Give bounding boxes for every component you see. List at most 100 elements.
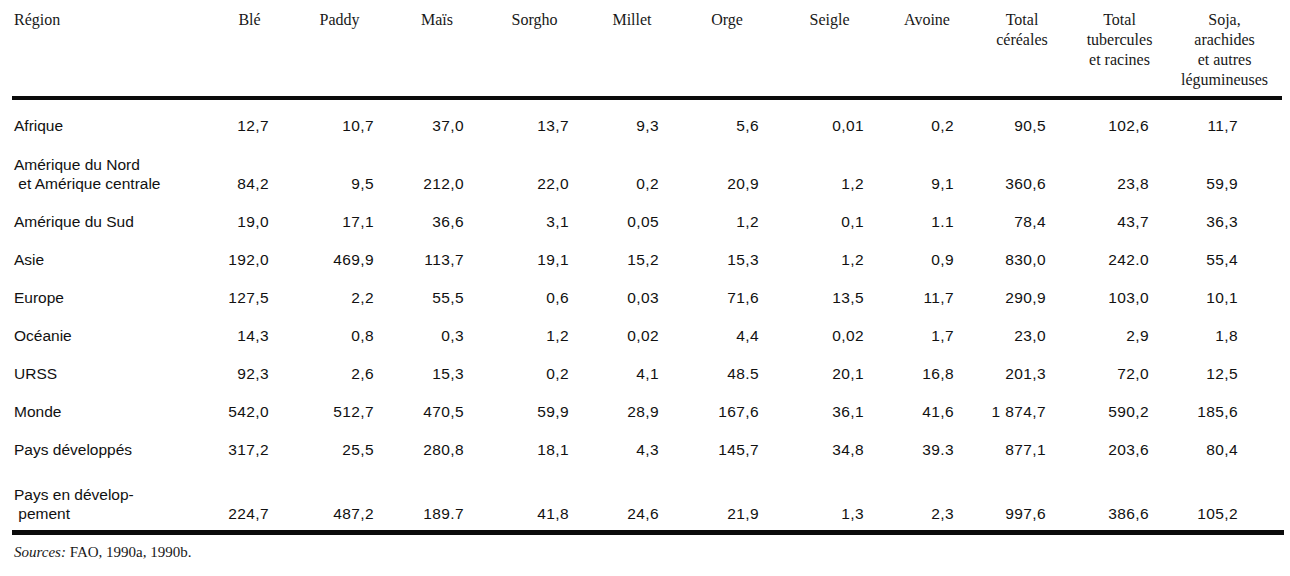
value-cell: 78,4	[972, 200, 1072, 238]
region-label: URSS	[12, 352, 212, 390]
value-cell: 189.7	[392, 466, 482, 530]
value-cell: 2,6	[287, 352, 392, 390]
region-label: Monde	[12, 390, 212, 428]
value-cell: 0,05	[587, 200, 677, 238]
table-row: Pays en dévelop- pement224,7487,2189.741…	[12, 466, 1282, 530]
value-cell: 12,5	[1167, 352, 1282, 390]
table-row: Pays développés317,225,5280,818,14,3145,…	[12, 428, 1282, 466]
value-cell: 0,6	[482, 276, 587, 314]
value-cell: 41,8	[482, 466, 587, 530]
table-row: Europe127,52,255,50,60,0371,613,511,7290…	[12, 276, 1282, 314]
value-cell: 212,0	[392, 142, 482, 200]
region-label: Océanie	[12, 314, 212, 352]
value-cell: 25,5	[287, 428, 392, 466]
value-cell: 71,6	[677, 276, 777, 314]
value-cell: 1.1	[882, 200, 972, 238]
table-row: Afrique12,710,737,013,79,35,60,010,290,5…	[12, 98, 1282, 142]
column-header-avoine: Avoine	[882, 6, 972, 98]
region-label: Pays en dévelop- pement	[12, 466, 212, 530]
value-cell: 487,2	[287, 466, 392, 530]
column-header-total-tubercules: Total tubercules et racines	[1072, 6, 1167, 98]
value-cell: 19,1	[482, 238, 587, 276]
value-cell: 39.3	[882, 428, 972, 466]
value-cell: 360,6	[972, 142, 1072, 200]
value-cell: 201,3	[972, 352, 1072, 390]
table-row: Amérique du Sud19,017,136,63,10,051,20,1…	[12, 200, 1282, 238]
value-cell: 1,8	[1167, 314, 1282, 352]
value-cell: 9,1	[882, 142, 972, 200]
column-header-millet: Millet	[587, 6, 677, 98]
region-label: Afrique	[12, 98, 212, 142]
value-cell: 13,7	[482, 98, 587, 142]
sources-note: Sources: FAO, 1990a, 1990b.	[12, 544, 1283, 561]
value-cell: 59,9	[1167, 142, 1282, 200]
value-cell: 203,6	[1072, 428, 1167, 466]
value-cell: 290,9	[972, 276, 1072, 314]
value-cell: 4,4	[677, 314, 777, 352]
value-cell: 4,1	[587, 352, 677, 390]
value-cell: 23,8	[1072, 142, 1167, 200]
value-cell: 0,01	[777, 98, 882, 142]
value-cell: 9,3	[587, 98, 677, 142]
value-cell: 21,9	[677, 466, 777, 530]
value-cell: 19,0	[212, 200, 287, 238]
value-cell: 386,6	[1072, 466, 1167, 530]
value-cell: 28,9	[587, 390, 677, 428]
value-cell: 185,6	[1167, 390, 1282, 428]
value-cell: 4,3	[587, 428, 677, 466]
value-cell: 224,7	[212, 466, 287, 530]
value-cell: 0,02	[587, 314, 677, 352]
value-cell: 24,6	[587, 466, 677, 530]
value-cell: 90,5	[972, 98, 1072, 142]
value-cell: 36,6	[392, 200, 482, 238]
value-cell: 15,2	[587, 238, 677, 276]
value-cell: 16,8	[882, 352, 972, 390]
column-header-sorgho: Sorgho	[482, 6, 587, 98]
value-cell: 48.5	[677, 352, 777, 390]
value-cell: 20,1	[777, 352, 882, 390]
value-cell: 280,8	[392, 428, 482, 466]
table-row: Monde542,0512,7470,559,928,9167,636,141,…	[12, 390, 1282, 428]
value-cell: 0,1	[777, 200, 882, 238]
value-cell: 55,4	[1167, 238, 1282, 276]
table-row: Asie192,0469,9113,719,115,215,31,20,9830…	[12, 238, 1282, 276]
value-cell: 36,1	[777, 390, 882, 428]
region-label: Amérique du Sud	[12, 200, 212, 238]
column-header-region: Région	[12, 6, 212, 98]
crop-production-table: Région Blé Paddy Maïs Sorgho Millet Orge…	[12, 6, 1282, 530]
column-header-total-cereales: Total céréales	[972, 6, 1072, 98]
value-cell: 1,2	[777, 142, 882, 200]
value-cell: 0,3	[392, 314, 482, 352]
header-row: Région Blé Paddy Maïs Sorgho Millet Orge…	[12, 6, 1282, 98]
value-cell: 55,5	[392, 276, 482, 314]
value-cell: 18,1	[482, 428, 587, 466]
value-cell: 317,2	[212, 428, 287, 466]
value-cell: 43,7	[1072, 200, 1167, 238]
value-cell: 72,0	[1072, 352, 1167, 390]
value-cell: 36,3	[1167, 200, 1282, 238]
value-cell: 80,4	[1167, 428, 1282, 466]
value-cell: 2,2	[287, 276, 392, 314]
value-cell: 1,3	[777, 466, 882, 530]
value-cell: 0,9	[882, 238, 972, 276]
value-cell: 0,8	[287, 314, 392, 352]
value-cell: 15,3	[677, 238, 777, 276]
value-cell: 113,7	[392, 238, 482, 276]
value-cell: 12,7	[212, 98, 287, 142]
value-cell: 11,7	[882, 276, 972, 314]
column-header-ble: Blé	[212, 6, 287, 98]
value-cell: 167,6	[677, 390, 777, 428]
value-cell: 41,6	[882, 390, 972, 428]
value-cell: 34,8	[777, 428, 882, 466]
value-cell: 997,6	[972, 466, 1072, 530]
value-cell: 10,7	[287, 98, 392, 142]
value-cell: 877,1	[972, 428, 1072, 466]
value-cell: 23,0	[972, 314, 1072, 352]
column-header-paddy: Paddy	[287, 6, 392, 98]
value-cell: 59,9	[482, 390, 587, 428]
value-cell: 0,2	[587, 142, 677, 200]
value-cell: 10,1	[1167, 276, 1282, 314]
column-header-orge: Orge	[677, 6, 777, 98]
region-label: Europe	[12, 276, 212, 314]
sources-label: Sources:	[14, 544, 66, 560]
